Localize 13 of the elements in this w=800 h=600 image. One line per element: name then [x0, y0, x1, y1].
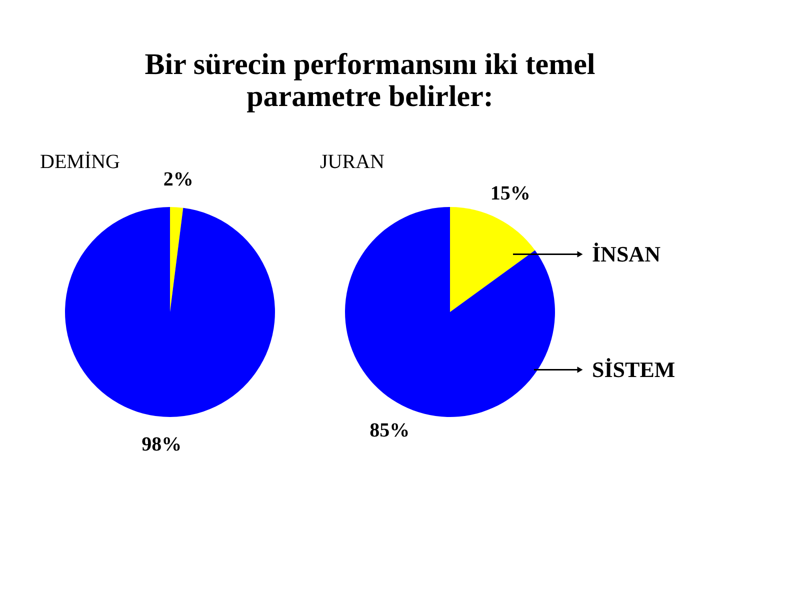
- pie-slice: [345, 207, 555, 417]
- data-label: 15%: [490, 182, 530, 204]
- chart-subtitle: DEMİNG: [40, 151, 120, 173]
- slice-label: SİSTEM: [592, 356, 676, 382]
- chart-subtitle: JURAN: [320, 151, 384, 173]
- pie-slice: [65, 207, 275, 417]
- data-label: 98%: [142, 434, 182, 456]
- data-label: 85%: [370, 420, 410, 442]
- pie-slice: [170, 207, 184, 312]
- data-label: 2%: [163, 168, 194, 190]
- slice-label: İNSAN: [592, 241, 661, 266]
- text: Bir sürecin performansını iki temel parametre belirler:: [144, 48, 596, 113]
- pie-slice: [450, 207, 535, 312]
